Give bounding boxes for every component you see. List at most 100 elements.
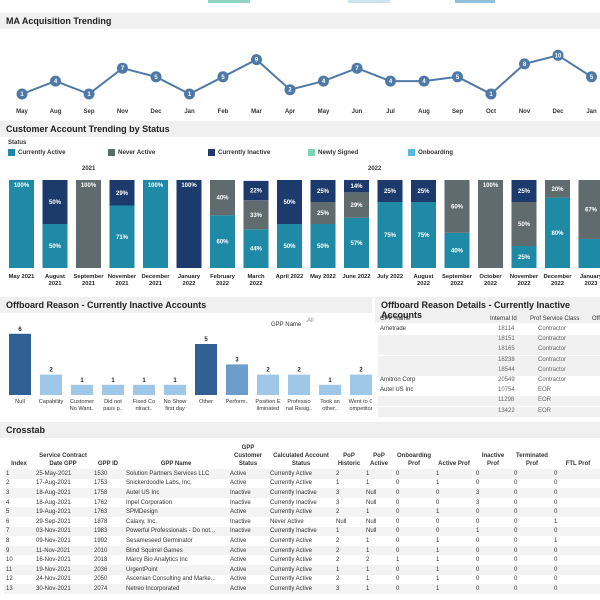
details-row[interactable]: 18151 Contractor [378, 335, 600, 346]
crosstab-row[interactable]: 10 16-Nov-2021 2018 Marcy Bio Analytics Inc… [4, 555, 600, 565]
offboard-bar-label: Perform.. [225, 399, 248, 405]
crosstab-cell: Inpel Corporation [126, 499, 173, 506]
offboard-bar-value: 2 [359, 368, 363, 374]
offboard-filter[interactable]: All [307, 318, 314, 324]
crosstab-row[interactable]: 7 03-Nov-2021 1983 Powerful Professionals -… [4, 526, 600, 537]
status-month-label: 2022 [183, 281, 196, 287]
crosstab-cell: Active [230, 537, 247, 544]
crosstab-row[interactable]: 2 17-Aug-2021 1753 Snickerdoodle Labs, Inc.… [4, 479, 600, 489]
status-month-label: August [45, 274, 65, 280]
crosstab-cell: 1530 [92, 469, 124, 479]
legend-item-newly-signed[interactable]: Newly Signed [308, 149, 358, 156]
crosstab-cell: 0 [552, 584, 600, 594]
legend-swatch [8, 149, 15, 156]
crosstab-cell: 0 [514, 537, 518, 544]
crosstab-row[interactable]: 1 25-May-2021 1530 Solution Partners Servic… [4, 469, 600, 479]
trend-point [452, 71, 463, 83]
trend-point [16, 88, 28, 100]
status-bar-segment [310, 180, 336, 202]
status-bar-label: 25% [518, 189, 531, 195]
ma-trending-title: MA Acquisition Trending [0, 13, 600, 29]
crosstab-row[interactable]: 3 18-Aug-2021 1758 Autel US Inc Inactive Curr… [4, 488, 600, 498]
trend-point [519, 58, 530, 70]
details-row[interactable]: 18544 Contractor [378, 365, 600, 376]
crosstab-row[interactable]: 5 19-Aug-2021 1763 SPMDesign Active Currently… [4, 507, 600, 517]
offboard-bar-label: Null [15, 399, 25, 405]
details-row[interactable]: 11298EORPos [378, 396, 600, 407]
status-month-label: July 2022 [377, 274, 403, 280]
offboard-bar-label: other.. [322, 406, 338, 412]
offboard-bar-value: 6 [18, 327, 22, 333]
details-header-cell: GPP Name [380, 316, 411, 322]
crosstab-row[interactable]: 8 09-Nov-2021 1992 Sesameseed Germinator Act… [4, 536, 600, 546]
crosstab-cell: 1 [396, 557, 400, 564]
details-row[interactable]: 13422EORPos [378, 406, 600, 417]
crosstab-cell: Sesameseed Germinator [126, 537, 193, 544]
details-row[interactable]: 18165 Contractor [378, 345, 600, 356]
details-row[interactable]: Ametrade 18114 Contractor [378, 325, 600, 335]
legend-item-currently-active[interactable]: Currently Active [8, 149, 66, 156]
crosstab-cell: Active [228, 507, 268, 517]
trend-point [586, 71, 597, 83]
crosstab-cell: Null [364, 488, 394, 498]
offboard-bar-label: No Want.. [70, 406, 95, 412]
status-bar-label: 40% [451, 248, 464, 254]
offboard-bar-value: 1 [111, 378, 115, 384]
crosstab-cell: 3 [476, 499, 480, 506]
crosstab-cell: 24-Nov-2021 [36, 576, 71, 583]
crosstab-cell: 0 [476, 480, 480, 487]
status-bar-segment [277, 180, 302, 224]
trend-point-label: 5 [590, 75, 594, 81]
status-month-label: December [141, 274, 170, 280]
crosstab-row[interactable]: 12 24-Nov-2021 2050 Ascenian Consulting and… [4, 575, 600, 585]
legend-title: Status [8, 140, 27, 146]
details-cell: 18151 [498, 336, 515, 343]
status-bar-segment [377, 202, 403, 268]
details-row[interactable]: 18238 Contractor [378, 355, 600, 366]
details-cell: Contractor [538, 336, 567, 343]
trend-point-label: 7 [355, 66, 359, 72]
crosstab-cell: 1992 [94, 537, 108, 544]
crosstab-cell: 0 [396, 499, 400, 506]
crosstab-row[interactable]: 9 11-Nov-2021 2010 Blind Squirrel Games Acti… [4, 545, 600, 556]
crosstab-cell: 10 [6, 557, 13, 564]
crosstab-header-cell: GPP ID [97, 461, 119, 467]
trend-point [83, 88, 95, 100]
details-cell: Contractor [538, 377, 567, 383]
status-bar-segment [109, 180, 135, 206]
crosstab-row[interactable]: 6 29-Sep-2021 1878 Calaxy, Inc. Inactive Neve… [4, 517, 600, 527]
crosstab-cell: 1 [4, 469, 34, 479]
crosstab-cell: 3 [474, 488, 512, 498]
details-row[interactable]: Amitron Corp 20549 Contractor [378, 376, 600, 386]
crosstab-cell: 0 [474, 564, 512, 575]
trend-point-label: 4 [389, 79, 393, 85]
offboard-bar-label: Went to C [349, 399, 372, 405]
status-month-label: August [414, 274, 434, 280]
crosstab-cell: 0 [476, 576, 480, 583]
crosstab-row[interactable]: 11 19-Nov-2021 2036 UrgentPoint Active Curren… [4, 564, 600, 575]
trend-point-label: 1 [20, 92, 24, 98]
crosstab-cell: Inactive [230, 518, 251, 525]
crosstab-row[interactable]: 4 18-Aug-2021 1762 Inpel Corporation Inactiv… [4, 498, 600, 508]
details-row[interactable]: Autel US Inc10754EORPos [378, 386, 600, 396]
status-month-label: February [210, 274, 236, 280]
crosstab-cell: 03-Nov-2021 [34, 526, 92, 537]
status-bar-label: 100% [181, 183, 197, 189]
month-tick-label: Dec [552, 109, 564, 115]
legend-item-never-active[interactable]: Never Active [108, 149, 155, 156]
crosstab-row[interactable]: 13 30-Nov-2021 2074 Netreo Incorporated Acti… [4, 584, 600, 594]
legend-item-onboarding[interactable]: Onboarding [408, 149, 453, 156]
crosstab-cell: 0 [434, 526, 474, 537]
status-month-label: 2021 [116, 281, 130, 287]
legend-item-currently-inactive[interactable]: Currently Inactive [208, 149, 270, 156]
status-bar-segment [176, 180, 202, 268]
offboard-bar-value: 1 [328, 378, 332, 384]
crosstab-cell: 0 [394, 584, 434, 594]
crosstab-cell: 0 [554, 480, 558, 487]
crosstab-cell: 1 [554, 518, 558, 525]
year-label-2021: 2021 [82, 166, 96, 172]
details-cell: 10754 [498, 387, 515, 394]
legend-label: Newly Signed [318, 149, 359, 156]
offboard-bar-label: Professio [287, 399, 310, 405]
